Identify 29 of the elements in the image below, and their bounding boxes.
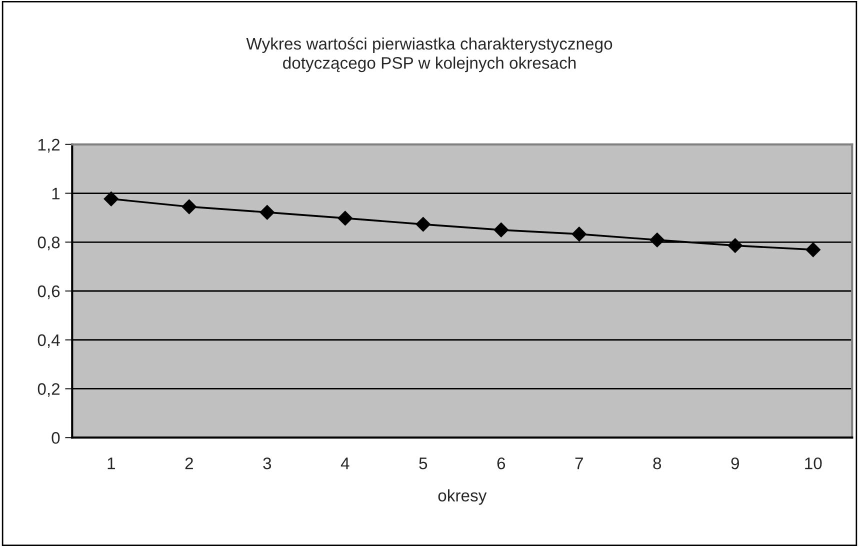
point (182, 199, 197, 214)
point (728, 238, 743, 253)
x-tick-label: 10 (805, 457, 822, 470)
point (806, 242, 821, 258)
y-tick-label: 1 (52, 188, 60, 200)
y-tick-label: 0,6 (38, 285, 60, 300)
x-tick-label: 8 (653, 457, 662, 470)
y-tick-label: 1,2 (38, 138, 60, 153)
y-tick-label: 0,4 (38, 334, 60, 348)
y-tick-label: 0 (52, 432, 60, 444)
x-axis-title: okresy (438, 489, 487, 505)
point (104, 192, 119, 206)
x-tick-label: 1 (108, 458, 115, 470)
x-tick-label: 9 (731, 457, 739, 470)
x-tick-label: 6 (497, 457, 506, 470)
point (338, 210, 353, 226)
y-tick-label: 0,8 (38, 236, 60, 250)
point (572, 226, 587, 242)
x-tick-label: 2 (185, 457, 193, 470)
point (650, 232, 665, 248)
point (416, 216, 431, 232)
point (494, 222, 509, 238)
x-tick-label: 5 (419, 458, 428, 470)
x-tick-label: 4 (340, 458, 350, 470)
x-tick-label: 3 (263, 457, 272, 470)
chart-title: Wykres wartości pierwiastka charakterystycznego dotyczącego PSP w kolejnych okresach (246, 37, 612, 72)
point (260, 204, 275, 220)
x-tick-label: 7 (575, 458, 583, 470)
y-tick-label: 0,2 (38, 383, 60, 397)
